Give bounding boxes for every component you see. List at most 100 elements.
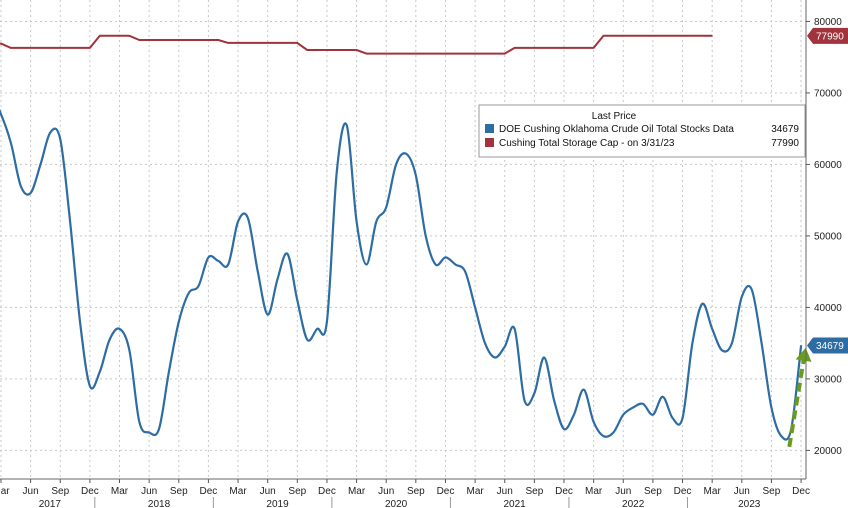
storage-cap-point bbox=[99, 35, 101, 37]
stocks-point bbox=[662, 396, 664, 398]
x-tick-label: Mar bbox=[704, 486, 722, 497]
legend-swatch bbox=[485, 124, 494, 133]
x-tick-label: Mar bbox=[0, 486, 10, 497]
y-tick-label: 60000 bbox=[814, 160, 842, 171]
plot-background bbox=[0, 0, 806, 479]
x-tick-label: Dec bbox=[555, 486, 573, 497]
stocks-point bbox=[415, 174, 417, 176]
stocks-point bbox=[178, 321, 180, 323]
storage-cap-point bbox=[217, 39, 219, 41]
stocks-point bbox=[494, 356, 496, 359]
storage-cap-point bbox=[593, 47, 595, 49]
stocks-point bbox=[296, 299, 298, 301]
stocks-point bbox=[731, 342, 733, 344]
x-tick-label: Mar bbox=[585, 486, 603, 497]
stocks-point bbox=[227, 263, 229, 266]
x-tick-label: Dec bbox=[81, 486, 99, 497]
stocks-point bbox=[602, 435, 605, 437]
stocks-point bbox=[464, 271, 466, 273]
legend-item-value: 77990 bbox=[771, 138, 799, 149]
stocks-point bbox=[504, 346, 506, 348]
x-tick-label: Sep bbox=[525, 486, 543, 497]
trend-arrow-shaft bbox=[787, 351, 808, 448]
stocks-point bbox=[434, 263, 437, 266]
stocks-point bbox=[138, 421, 140, 423]
x-year-label: 2023 bbox=[738, 499, 761, 508]
series-layer bbox=[0, 34, 803, 441]
stocks-point bbox=[543, 356, 545, 359]
y-tick-label: 70000 bbox=[814, 88, 842, 99]
stocks-point bbox=[217, 260, 219, 262]
stocks-point bbox=[197, 285, 200, 287]
stocks-point bbox=[652, 414, 654, 416]
stocks-point bbox=[276, 278, 279, 280]
x-tick-label: Jun bbox=[497, 486, 513, 497]
last-value-label: 77990 bbox=[816, 31, 844, 42]
stocks-point bbox=[168, 371, 170, 373]
stocks-point bbox=[89, 385, 91, 387]
stocks-point bbox=[0, 113, 2, 115]
x-tick-label: Jun bbox=[23, 486, 39, 497]
last-value-tag bbox=[807, 337, 848, 354]
stocks-point bbox=[247, 217, 249, 219]
storage-cap-point bbox=[138, 39, 140, 41]
x-tick-label: Dec bbox=[318, 486, 336, 497]
legend-title: Last Price bbox=[592, 111, 637, 122]
stocks-point bbox=[533, 392, 535, 394]
x-tick-label: Dec bbox=[437, 486, 455, 497]
stocks-point bbox=[444, 256, 447, 258]
storage-cap-point bbox=[602, 35, 605, 37]
stocks-point bbox=[760, 342, 763, 344]
stocks-point bbox=[10, 142, 12, 144]
stocks-point bbox=[484, 342, 486, 344]
x-tick-label: Dec bbox=[200, 486, 218, 497]
x-tick-label: Sep bbox=[170, 486, 188, 497]
storage-cap-point bbox=[0, 43, 2, 45]
stocks-point bbox=[741, 296, 743, 298]
stocks-point bbox=[79, 321, 81, 323]
x-tick-label: Mar bbox=[229, 486, 247, 497]
stocks-point bbox=[286, 253, 289, 255]
storage-cap-point bbox=[504, 53, 506, 55]
stocks-point bbox=[30, 192, 32, 194]
x-tick-label: Jun bbox=[141, 486, 157, 497]
stocks-point bbox=[632, 406, 634, 409]
stocks-point bbox=[306, 338, 308, 341]
x-tick-label: Jun bbox=[615, 486, 631, 497]
stocks-point bbox=[553, 399, 555, 401]
stocks-point bbox=[49, 131, 51, 133]
stocks-point bbox=[20, 185, 22, 187]
x-tick-label: Jun bbox=[378, 486, 394, 497]
y-axis: 20000 30000 40000 50000 60000 70000 80000 34679… bbox=[805, 0, 848, 479]
stocks-point bbox=[691, 342, 694, 344]
x-tick-label: Jun bbox=[734, 486, 750, 497]
gridlines bbox=[0, 0, 806, 479]
x-tick-label: Sep bbox=[407, 486, 425, 497]
stocks-point bbox=[573, 414, 575, 416]
stocks-point bbox=[118, 328, 121, 330]
stocks-point bbox=[336, 170, 338, 173]
y-tick-label: 30000 bbox=[814, 374, 842, 385]
x-year-label: 2022 bbox=[622, 499, 645, 508]
y-tick-label: 20000 bbox=[814, 446, 842, 457]
y-tick-label: 80000 bbox=[814, 17, 842, 28]
x-year-label: 2018 bbox=[148, 499, 171, 508]
stocks-point bbox=[128, 349, 130, 351]
stocks-point bbox=[425, 235, 427, 237]
stocks-point bbox=[237, 221, 239, 223]
legend: Last Price DOE Cushing Oklahoma Crude Oil… bbox=[478, 104, 806, 158]
legend-box bbox=[478, 104, 806, 158]
annotation-layer bbox=[787, 347, 812, 448]
x-tick-label: Mar bbox=[111, 486, 129, 497]
stocks-point bbox=[385, 206, 387, 208]
x-year-label: 2019 bbox=[266, 499, 289, 508]
stocks-point bbox=[612, 431, 614, 434]
stocks-point bbox=[257, 271, 259, 273]
x-tick-label: Mar bbox=[348, 486, 366, 497]
last-value-label: 34679 bbox=[816, 341, 844, 352]
storage-cap-point bbox=[514, 47, 516, 49]
stocks-point bbox=[583, 389, 585, 391]
stocks-point bbox=[711, 328, 713, 330]
y-tick-label: 50000 bbox=[814, 231, 842, 242]
